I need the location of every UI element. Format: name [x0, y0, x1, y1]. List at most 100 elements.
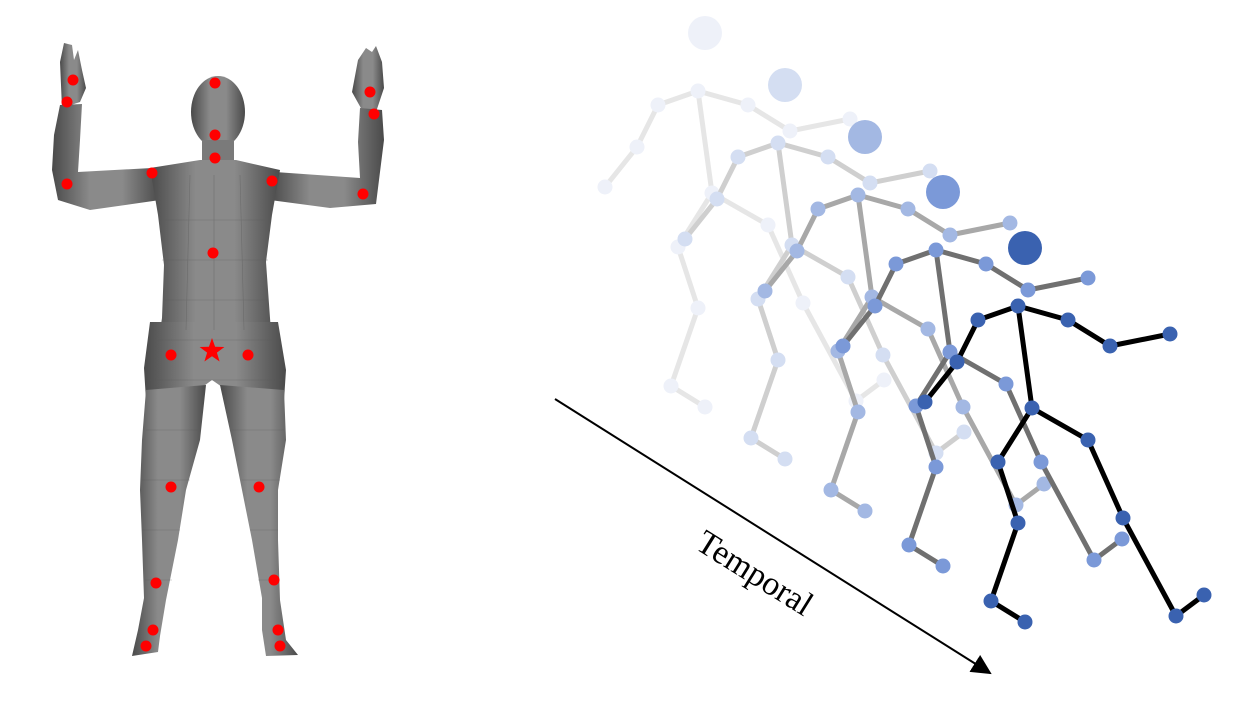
- skeleton-bone: [906, 464, 939, 548]
- joint-marker: [272, 624, 284, 636]
- skeleton-joint: [917, 394, 933, 410]
- skeleton-joint: [942, 227, 958, 243]
- joint-marker: [209, 152, 221, 164]
- skeleton-frame-5: [917, 231, 1212, 630]
- skeleton-bone: [695, 88, 715, 196]
- skeleton-head: [688, 16, 722, 50]
- joint-marker: [242, 349, 254, 361]
- skeleton-joint: [842, 111, 858, 127]
- skeleton-joint: [1115, 510, 1131, 526]
- skeleton-joint: [795, 295, 811, 311]
- temporal-arrow: [554, 398, 992, 675]
- skeleton-joint: [810, 201, 826, 217]
- joint-marker: [357, 188, 369, 200]
- skeleton-bone: [1038, 459, 1097, 563]
- skeleton-joint: [1060, 312, 1076, 328]
- skeleton-joint: [875, 347, 891, 363]
- skeleton-joint: [677, 231, 693, 247]
- skeleton-head: [926, 175, 960, 209]
- skeleton-bone: [988, 520, 1021, 604]
- skeleton-joint: [867, 298, 883, 314]
- skeleton-head: [768, 68, 802, 102]
- skeleton-bone: [745, 102, 793, 134]
- skeleton-joint: [789, 243, 805, 259]
- skeleton-joint: [743, 430, 759, 446]
- left-leg: [132, 385, 206, 656]
- skeleton-bone: [755, 296, 781, 363]
- joint-marker: [253, 481, 265, 493]
- skeleton-bone: [1029, 405, 1091, 443]
- skeleton-joint: [970, 312, 986, 328]
- right-hand: [352, 46, 384, 112]
- skeleton-bone: [905, 206, 953, 238]
- skeleton-joint: [709, 191, 725, 207]
- skeleton-bone: [668, 305, 701, 389]
- skeleton-joint: [1168, 608, 1184, 624]
- skeleton-joint: [862, 175, 878, 191]
- joint-marker: [165, 481, 177, 493]
- skeleton-joint: [629, 139, 645, 155]
- skeleton-bone: [913, 403, 939, 470]
- joint-marker: [207, 247, 219, 259]
- skeleton-joint: [777, 451, 793, 467]
- skeleton-bone: [794, 206, 821, 254]
- skeleton-frame-1: [597, 16, 892, 415]
- skeleton-head: [1008, 231, 1042, 265]
- skeleton-bone: [947, 220, 1013, 238]
- skeleton-joint: [697, 399, 713, 415]
- skeleton-bone: [855, 192, 875, 300]
- skeleton-joint: [956, 424, 972, 440]
- skeleton-joint: [1010, 298, 1026, 314]
- skeleton-joint: [922, 163, 938, 179]
- skeleton-bone: [825, 154, 873, 186]
- skeleton-bone: [954, 317, 981, 365]
- joint-marker: [209, 129, 221, 141]
- skeleton-joint: [901, 537, 917, 553]
- skeleton-joint: [835, 338, 851, 354]
- skeleton-joint: [850, 187, 866, 203]
- skeleton-bone: [995, 459, 1021, 526]
- skeleton-joint: [1080, 432, 1096, 448]
- skeleton-joint: [920, 321, 936, 337]
- joint-marker: [61, 96, 73, 108]
- joint-markers: [61, 74, 380, 652]
- skeleton-bone: [1015, 303, 1071, 323]
- skeleton-joint: [597, 179, 613, 195]
- skeleton-head: [848, 120, 882, 154]
- skeleton-bone: [634, 102, 661, 150]
- skeleton-joint: [998, 376, 1014, 392]
- joint-marker: [140, 640, 152, 652]
- skeleton-bone: [1025, 275, 1091, 293]
- skeleton-joint: [840, 269, 856, 285]
- joint-marker: [61, 178, 73, 190]
- joint-marker: [274, 640, 286, 652]
- skeleton-bone: [748, 357, 781, 441]
- skeleton-joint: [730, 149, 746, 165]
- skeleton-joint: [1036, 476, 1052, 492]
- skeleton-joint: [1196, 587, 1212, 603]
- pelvis: [144, 322, 286, 405]
- joint-marker: [268, 574, 280, 586]
- joint-marker: [364, 86, 376, 98]
- skeleton-bone: [1120, 515, 1179, 619]
- skeleton-bone: [775, 140, 831, 160]
- skeleton-joint: [650, 97, 666, 113]
- skeleton-bone: [1085, 437, 1126, 521]
- skeleton-bone: [872, 261, 899, 309]
- skeleton-bone: [922, 359, 960, 405]
- skeleton-joint: [760, 217, 776, 233]
- skeleton-joint: [1162, 326, 1178, 342]
- skeleton-joint: [1024, 400, 1040, 416]
- skeleton-joint: [983, 593, 999, 609]
- skeleton-joint: [1086, 552, 1102, 568]
- skeleton-joint: [1020, 282, 1036, 298]
- skeleton-joint: [888, 256, 904, 272]
- skeleton-joint: [1114, 531, 1130, 547]
- skeleton-bone: [835, 348, 861, 415]
- skeleton-bone: [995, 405, 1035, 465]
- right-leg: [220, 385, 298, 656]
- skeleton-joint: [823, 482, 839, 498]
- skeleton-bone: [933, 247, 989, 267]
- joint-marker: [147, 624, 159, 636]
